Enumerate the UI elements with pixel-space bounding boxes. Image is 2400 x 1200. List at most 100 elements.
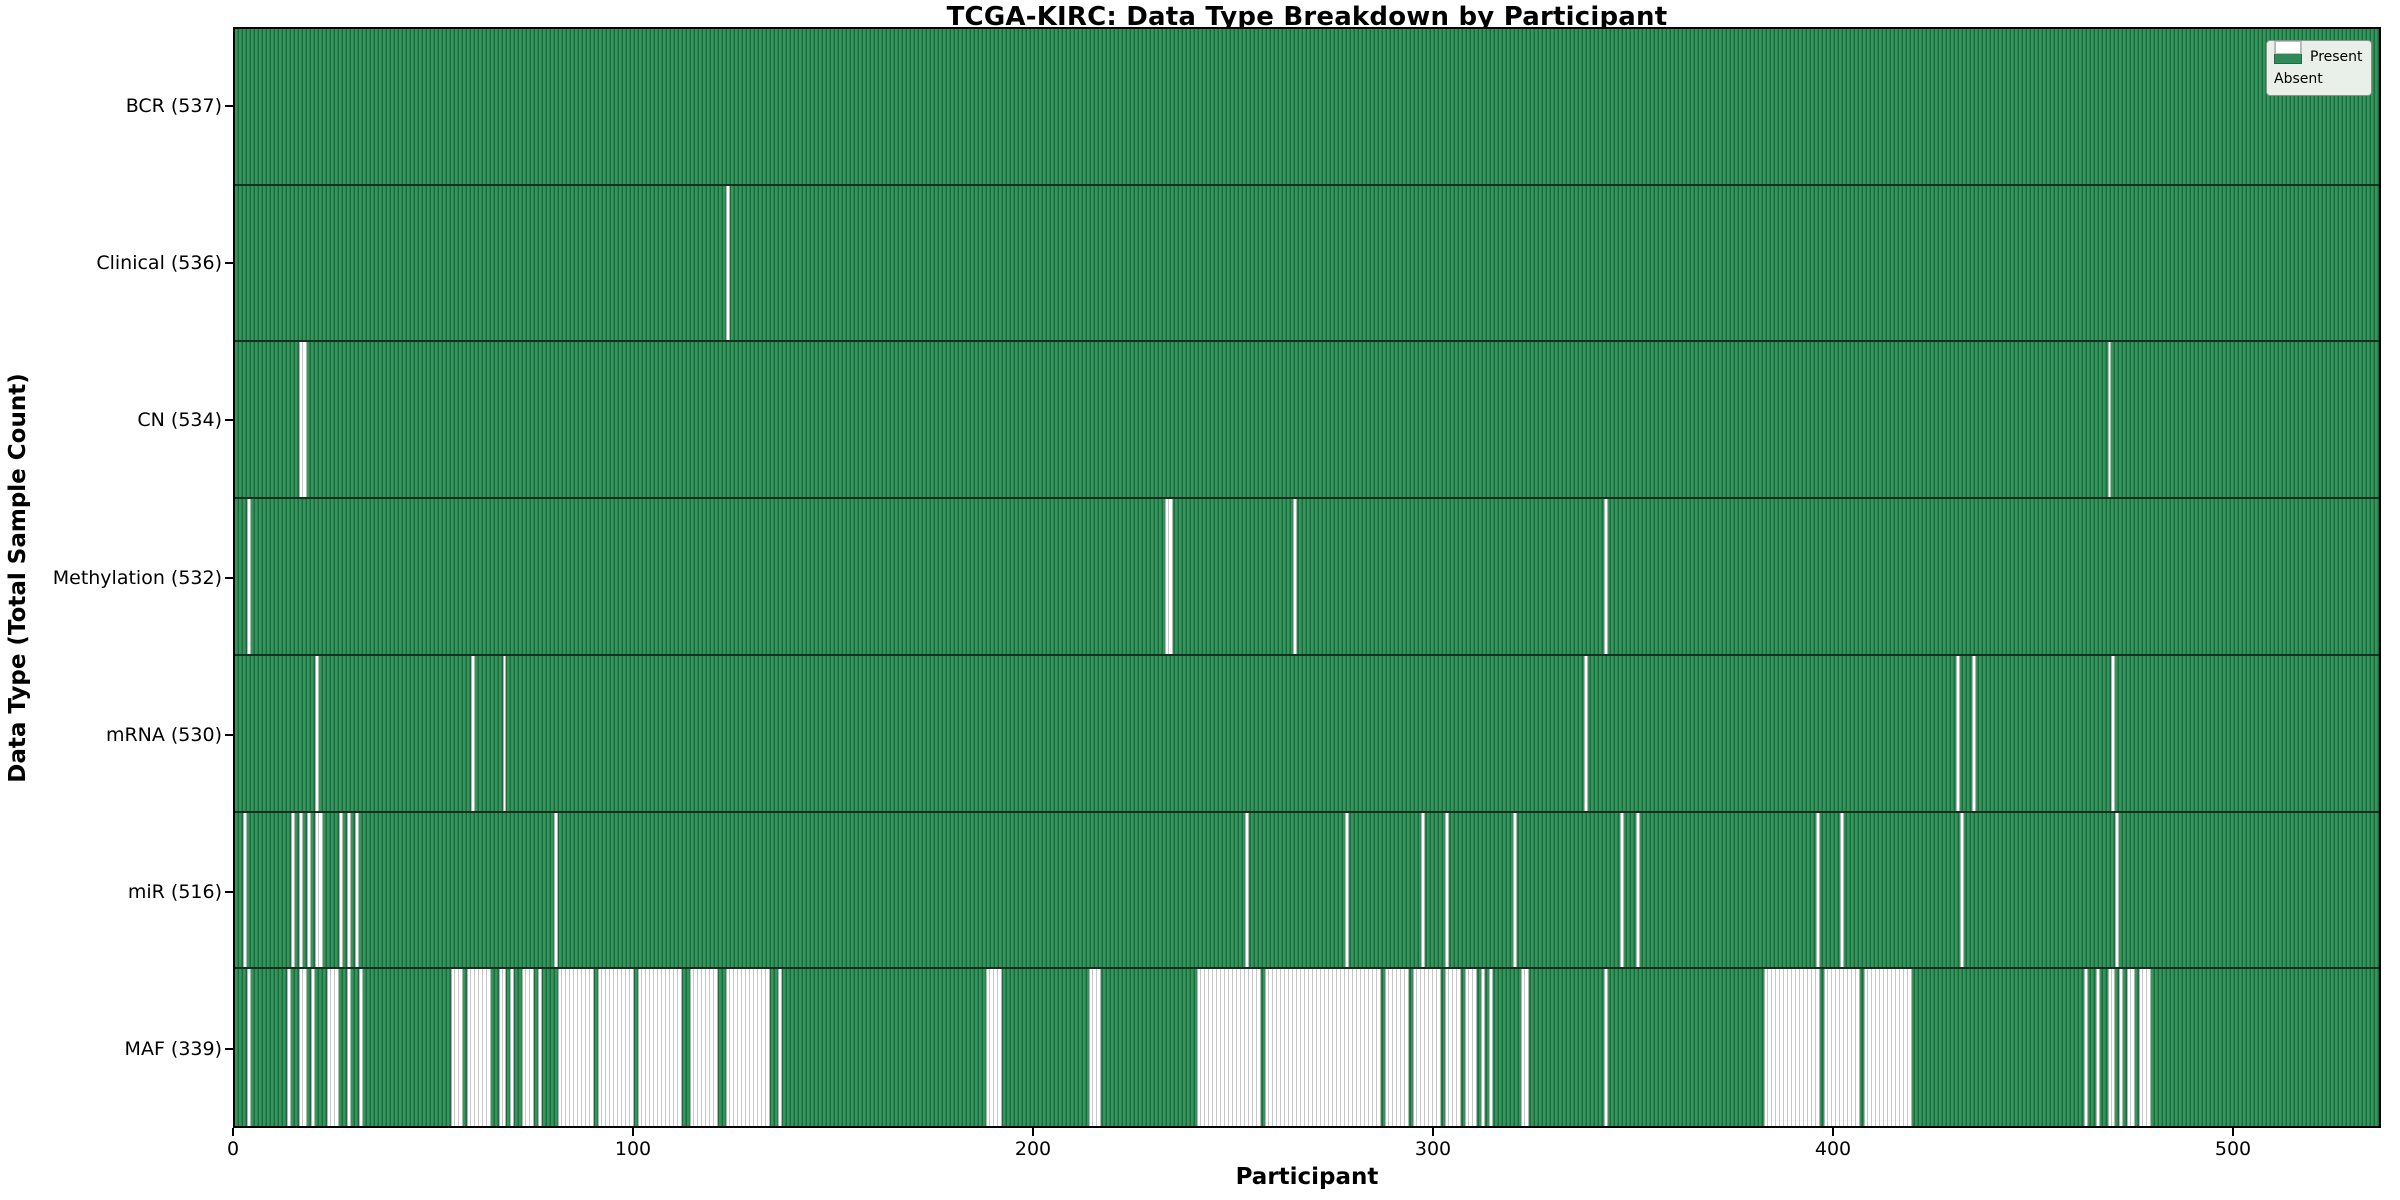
y-tick-label: Methylation (532): [52, 566, 222, 589]
absent-segment: [314, 655, 319, 811]
y-tick-mark: [225, 733, 233, 736]
absent-segment: [1512, 812, 1517, 968]
absent-segment: [338, 812, 343, 968]
absent-segment: [2083, 969, 2088, 1126]
y-tick-mark: [225, 1048, 233, 1051]
absent-segment: [346, 812, 351, 968]
x-tick-mark: [232, 1128, 234, 1136]
absent-segment: [450, 969, 463, 1126]
y-tick-mark: [225, 104, 233, 107]
absent-segment: [1344, 812, 1349, 968]
absent-segment: [2095, 969, 2100, 1126]
absent-segment: [1444, 969, 1461, 1126]
x-tick-mark: [1832, 1128, 1834, 1136]
x-tick-mark: [1432, 1128, 1434, 1136]
absent-segment: [522, 969, 535, 1126]
legend-absent-label: Absent: [2274, 71, 2323, 87]
absent-segment: [246, 969, 251, 1126]
absent-segment: [1480, 969, 1485, 1126]
absent-segment: [466, 969, 491, 1126]
absent-segment: [298, 969, 307, 1126]
absent-segment: [2107, 969, 2116, 1126]
row-mir: [235, 812, 2379, 970]
absent-segment: [358, 969, 363, 1126]
y-tick-label: MAF (339): [124, 1038, 222, 1061]
absent-segment: [1840, 812, 1844, 968]
absent-segment: [470, 655, 475, 811]
y-tick-label: CN (534): [137, 409, 222, 432]
absent-segment: [2111, 655, 2116, 811]
absent-segment: [298, 342, 307, 498]
absent-segment: [1464, 969, 1477, 1126]
absent-segment: [1863, 969, 1912, 1126]
y-tick-mark: [225, 891, 233, 894]
x-tick-mark: [632, 1128, 634, 1136]
absent-segment: [2127, 969, 2136, 1126]
absent-segment: [554, 812, 559, 968]
absent-segment: [1816, 812, 1821, 968]
absent-segment: [2139, 969, 2152, 1126]
absent-segment: [1488, 969, 1493, 1126]
x-tick-mark: [2232, 1128, 2234, 1136]
y-tick-mark: [225, 419, 233, 422]
absent-segment: [726, 185, 731, 341]
row-bcr: [235, 29, 2379, 186]
legend-entry-absent: Absent: [2274, 41, 2363, 90]
legend-present-label: Present: [2310, 49, 2363, 65]
absent-segment: [1384, 969, 1409, 1126]
absent-segment: [298, 812, 303, 968]
absent-segment: [1764, 969, 1821, 1126]
absent-segment: [1265, 969, 1381, 1126]
x-tick-mark: [1032, 1128, 1034, 1136]
absent-segment: [598, 969, 635, 1126]
row-mrna: [235, 655, 2379, 813]
absent-segment: [1520, 969, 1529, 1126]
absent-segment: [638, 969, 683, 1126]
absent-segment: [286, 969, 291, 1126]
x-tick-label: 400: [1814, 1138, 1852, 1160]
y-tick-label: mRNA (530): [105, 723, 222, 746]
x-tick-label: 100: [614, 1138, 652, 1160]
absent-segment: [326, 969, 339, 1126]
absent-segment: [1420, 812, 1425, 968]
row-methylation: [235, 499, 2379, 656]
absent-segment: [1824, 969, 1860, 1126]
absent-segment: [2119, 969, 2124, 1126]
absent-segment: [242, 812, 247, 968]
absent-segment: [310, 969, 315, 1126]
absent-segment: [1412, 969, 1441, 1126]
absent-segment: [1245, 812, 1250, 968]
y-tick-label: BCR (537): [125, 94, 222, 117]
absent-segment: [1444, 812, 1449, 968]
absent-segment: [1604, 499, 1609, 654]
absent-segment: [2115, 812, 2120, 968]
absent-swatch-icon: [2274, 41, 2302, 54]
absent-segment: [1584, 655, 1589, 811]
absent-segment: [346, 969, 351, 1126]
y-tick-mark: [225, 576, 233, 579]
row-clinical: [235, 185, 2379, 343]
absent-segment: [1197, 969, 1262, 1126]
x-tick-label: 200: [1014, 1138, 1052, 1160]
absent-segment: [777, 969, 782, 1126]
x-axis-label: Participant: [1235, 1164, 1379, 1190]
absent-segment: [2107, 342, 2112, 498]
row-cn: [235, 342, 2379, 500]
absent-segment: [1604, 969, 1609, 1126]
y-tick-label: Clinical (536): [96, 251, 222, 274]
row-maf: [235, 969, 2379, 1126]
absent-segment: [726, 969, 770, 1126]
x-tick-label: 500: [2214, 1138, 2252, 1160]
absent-segment: [314, 812, 323, 968]
absent-segment: [354, 812, 359, 968]
plot-area: [233, 27, 2381, 1128]
y-tick-mark: [225, 261, 233, 264]
absent-segment: [1620, 812, 1625, 968]
absent-segment: [985, 969, 1002, 1126]
absent-segment: [1959, 812, 1964, 968]
absent-segment: [246, 499, 251, 654]
absent-segment: [1971, 655, 1976, 811]
absent-segment: [1293, 499, 1297, 654]
absent-segment: [558, 969, 595, 1126]
absent-segment: [306, 812, 311, 968]
